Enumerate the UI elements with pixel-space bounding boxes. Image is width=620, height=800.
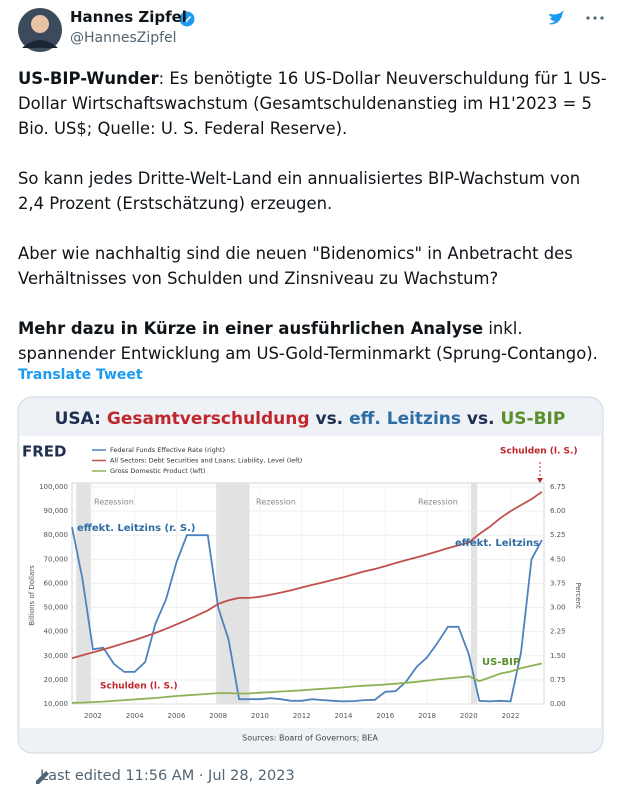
recession-band [76,483,91,704]
y-axis-label: Billions of Dollars [28,565,36,626]
series-line [71,527,543,703]
arrow-head [537,478,543,483]
paragraph: Mehr dazu in Kürze in einer ausführliche… [18,316,608,366]
author-name[interactable]: Hannes Zipfel [70,8,187,26]
annotation: effekt. Leitzins (r. S.) [77,523,195,534]
x-tick-label: 2012 [293,712,311,720]
y-tick-label: 100,000 [39,483,68,491]
y2-tick-label: 2.25 [550,628,566,636]
x-tick-label: 2020 [460,712,478,720]
x-tick-label: 2002 [84,712,102,720]
text-run: US-BIP-Wunder [18,69,159,88]
edit-icon [36,771,49,784]
y-tick-label: 50,000 [44,604,69,612]
fred-logo: FRED [22,443,67,461]
annotation: Rezession [256,498,296,507]
y-tick-label: 80,000 [44,531,69,539]
title-part: Gesamtverschuldung [107,409,310,429]
paragraph: Aber wie nachhaltig sind die neuen "Bide… [18,241,608,291]
source-note: Sources: Board of Governors; BEA [242,734,378,743]
annotation: effekt. Leitzins [455,538,539,549]
x-tick-label: 2008 [209,712,227,720]
logo [548,10,564,25]
annotation: Rezession [418,498,458,507]
avatar-face [31,15,49,33]
avatar-suit [22,40,58,48]
x-tick-label: 2022 [502,712,520,720]
y2-tick-label: 0.75 [550,676,566,684]
annotation: Schulden (l. S.) [100,682,178,692]
y-tick-label: 20,000 [44,676,69,684]
text-run: Aber wie nachhaltig sind die neuen "Bide… [18,244,573,288]
more-menu[interactable] [586,16,604,20]
y2-tick-label: 6.00 [550,507,566,515]
translate-link[interactable]: Translate Tweet [18,367,143,383]
tweet-text: US-BIP-Wunder: Es benötigte 16 US-Dollar… [18,66,608,391]
author-handle[interactable]: @HannesZipfel [70,30,177,46]
y2-tick-label: 3.75 [550,579,566,587]
x-tick-label: 2014 [335,712,353,720]
title-part: vs. [461,409,501,429]
plot-area [71,482,545,705]
y2-tick-label: 0.00 [550,700,566,708]
annotation: Schulden (l. S.) [500,447,578,457]
paragraph: So kann jedes Dritte-Welt-Land ein annua… [18,166,608,216]
y2-tick-label: 3.00 [550,604,566,612]
text-run: So kann jedes Dritte-Welt-Land ein annua… [18,169,581,213]
x-tick-label: 2004 [126,712,144,720]
y-tick-label: 10,000 [44,700,69,708]
dot [600,16,604,20]
series-line [71,491,543,660]
title-part: vs. [310,409,350,429]
x-tick-label: 2006 [168,712,186,720]
text-run: : Es benötigte 16 US-Dollar Neuverschuld… [18,69,607,138]
paragraph: US-BIP-Wunder: Es benötigte 16 US-Dollar… [18,66,608,141]
y2-axis-label: Percent [574,582,582,609]
y-tick-label: 30,000 [44,652,69,660]
verified-badge [179,11,195,27]
legend-label: Federal Funds Effective Rate (right) [110,446,225,454]
text-run: Mehr dazu in Kürze in einer ausführliche… [18,319,484,338]
series-line [71,662,543,704]
dot [586,16,590,20]
chart-title: USA: Gesamtverschuldung vs. eff. Leitzin… [55,409,566,429]
title-part: US-BIP [501,409,566,429]
recession-band [470,483,478,704]
edited-timestamp[interactable]: Last edited 11:56 AM · Jul 28, 2023 [40,768,295,784]
y-tick-label: 40,000 [44,628,69,636]
title-part: eff. Leitzins [349,409,461,429]
verified-check [182,15,192,23]
y2-tick-label: 1.50 [550,652,566,660]
recession-band [216,483,250,704]
annotation: Rezession [94,498,134,507]
title-part: USA: [55,409,107,429]
y-tick-label: 60,000 [44,579,69,587]
y2-tick-label: 4.50 [550,555,566,563]
text-run: inkl. spannender Entwicklung am US-Gold-… [18,319,598,363]
y2-tick-label: 6.75 [550,483,566,491]
x-tick-label: 2018 [418,712,436,720]
x-tick-label: 2010 [251,712,269,720]
y-tick-label: 70,000 [44,555,69,563]
x-tick-label: 2016 [376,712,394,720]
legend-label: All Sectors; Debt Securities and Loans; … [110,457,302,465]
legend-label: Gross Domestic Product (left) [110,467,205,475]
y-tick-label: 90,000 [44,507,69,515]
annotation: US-BIP [482,657,520,668]
dot [593,16,597,20]
y2-tick-label: 5.25 [550,531,566,539]
